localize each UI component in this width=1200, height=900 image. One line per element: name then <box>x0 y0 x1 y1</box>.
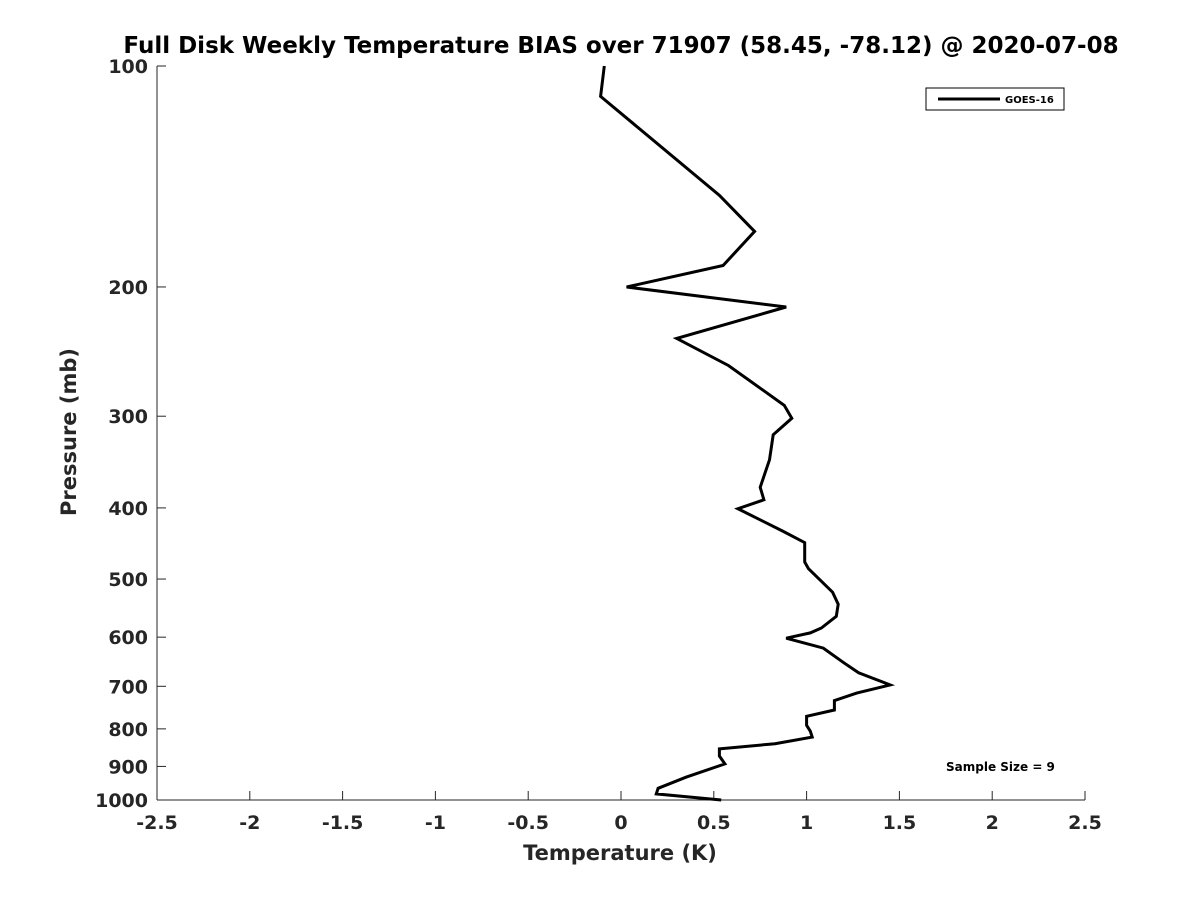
y-tick-label: 600 <box>108 627 148 649</box>
x-tick-label: 1 <box>800 812 813 834</box>
y-tick-label: 200 <box>108 277 148 299</box>
series-layer <box>599 65 896 802</box>
y-tick-label: 300 <box>108 406 148 428</box>
y-tick-label: 700 <box>108 676 148 698</box>
x-tick-label: -2.5 <box>136 812 178 834</box>
legend-label-goes16: GOES-16 <box>1005 95 1054 106</box>
x-tick-label: 0 <box>614 812 627 834</box>
y-tick-label: 500 <box>108 569 148 591</box>
series-line-goes-16 <box>599 65 896 802</box>
y-axis-label: Pressure (mb) <box>57 348 81 516</box>
x-axis-label: Temperature (K) <box>523 841 717 865</box>
x-tick-label: -2 <box>239 812 260 834</box>
x-tick-label: -0.5 <box>507 812 549 834</box>
y-tick-label: 1000 <box>95 790 148 812</box>
x-tick-label: 1.5 <box>883 812 917 834</box>
plot-axes <box>156 66 1085 801</box>
x-tick-label: 0.5 <box>697 812 731 834</box>
y-tick-label: 800 <box>108 719 148 741</box>
y-tick-label: 400 <box>108 498 148 520</box>
y-tick-label: 100 <box>108 56 148 78</box>
sample-size-annotation: Sample Size = 9 <box>946 760 1055 774</box>
x-axis-ticks: -2.5 -2 -1.5 -1 -0.5 0 0.5 1 1.5 2 2.5 <box>136 791 1102 834</box>
x-tick-label: -1 <box>425 812 446 834</box>
y-axis-ticks: 100 200 300 400 500 600 700 800 900 1000 <box>95 56 166 812</box>
x-tick-label: 2.5 <box>1068 812 1102 834</box>
legend: GOES-16 <box>925 87 1065 111</box>
chart-title: Full Disk Weekly Temperature BIAS over 7… <box>123 33 1118 59</box>
y-tick-label: 900 <box>108 756 148 778</box>
x-tick-label: -1.5 <box>322 812 364 834</box>
x-tick-label: 2 <box>986 812 999 834</box>
